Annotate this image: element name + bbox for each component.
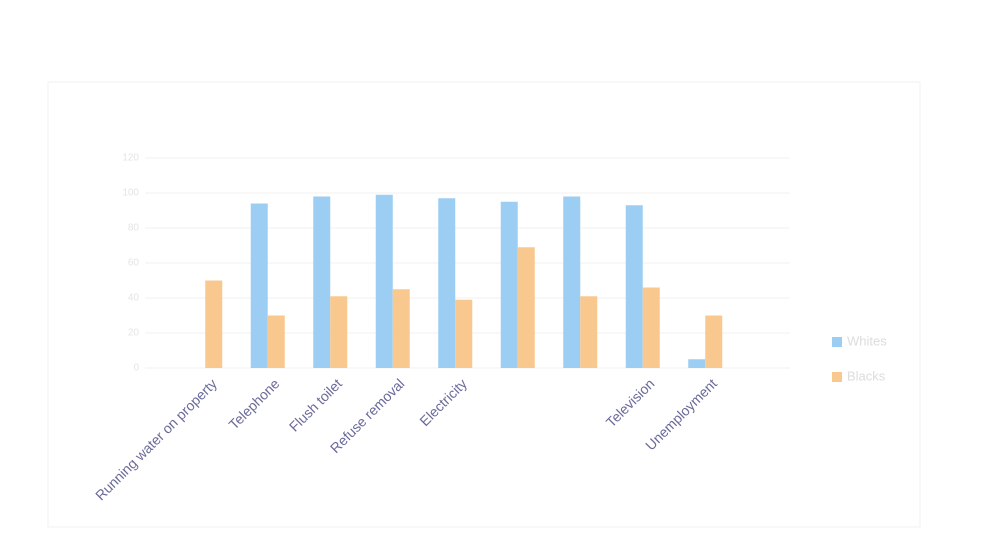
bar (267, 315, 285, 368)
legend-label: Whites (847, 333, 887, 348)
bar (705, 315, 723, 368)
bar (517, 247, 535, 368)
y-tick-label: 60 (128, 258, 140, 269)
bar (375, 194, 393, 368)
y-tick-label: 20 (128, 328, 140, 339)
bar (625, 205, 643, 368)
legend-swatch (832, 372, 842, 382)
chart-frame (47, 81, 921, 528)
bar (250, 203, 268, 368)
bar (438, 198, 456, 368)
legend-label: Blacks (847, 368, 886, 383)
bar (313, 196, 331, 368)
bar (688, 359, 706, 368)
bar (642, 287, 660, 368)
y-tick-label: 40 (128, 293, 140, 304)
bar (392, 289, 410, 368)
y-tick-label: 100 (122, 188, 139, 199)
legend-swatch (832, 337, 842, 347)
bar (563, 196, 581, 368)
y-tick-label: 120 (122, 153, 139, 164)
bar (330, 296, 348, 368)
bar (500, 201, 518, 368)
bar (580, 296, 598, 368)
y-tick-label: 80 (128, 223, 140, 234)
bar (205, 280, 223, 368)
y-tick-label: 0 (133, 363, 139, 374)
bar (455, 299, 473, 368)
